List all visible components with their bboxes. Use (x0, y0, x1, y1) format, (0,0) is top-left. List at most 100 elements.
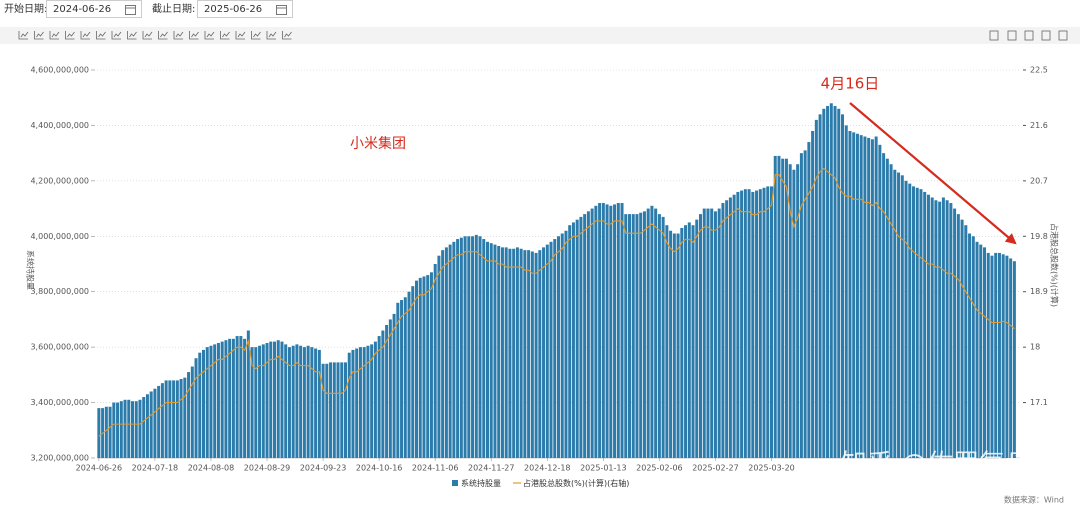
bar (684, 225, 688, 458)
y-tick-label: 3,200,000,000 (30, 454, 89, 463)
bar (228, 338, 232, 458)
bar (482, 239, 486, 458)
bar (362, 347, 366, 458)
bar (235, 336, 239, 458)
bar (336, 362, 340, 458)
bar (885, 158, 889, 458)
bar (878, 144, 882, 459)
bar (971, 236, 975, 458)
bar (123, 399, 127, 458)
end-date-input[interactable]: 2025-06-26 (197, 0, 293, 18)
bar (340, 362, 344, 458)
bar (728, 197, 732, 458)
bar (770, 186, 773, 458)
bar (803, 150, 807, 458)
bar (590, 208, 594, 458)
bar (448, 244, 452, 458)
bar (153, 388, 157, 458)
bar (138, 399, 142, 458)
legend-swatch (452, 480, 458, 486)
annotation: 小米集团 (350, 135, 406, 152)
bar (915, 187, 919, 459)
bar (202, 349, 205, 458)
bar (456, 239, 460, 458)
bar (642, 211, 646, 458)
legend-label: 占港股总股数(%)(计算)(右轴) (523, 478, 629, 488)
bar (261, 344, 265, 458)
bar (284, 344, 288, 458)
bar (706, 208, 710, 458)
toolbar-icons (18, 30, 1068, 41)
bar (459, 237, 463, 458)
bar (926, 194, 930, 458)
tool-icon (189, 31, 199, 40)
x-tick-label: 2024-06-26 (76, 464, 123, 473)
bar (904, 180, 908, 458)
bar (314, 348, 318, 458)
bar (224, 340, 228, 458)
bar (717, 208, 721, 458)
bar (463, 236, 467, 458)
bar (433, 264, 437, 458)
bar (743, 189, 747, 458)
bar (486, 241, 489, 458)
bar (269, 341, 273, 458)
tool-icon (1058, 30, 1068, 41)
bar (187, 372, 191, 458)
bar (179, 379, 183, 458)
bar (986, 252, 990, 458)
bar (239, 336, 243, 458)
bar (859, 135, 863, 458)
bar (400, 300, 404, 458)
bar (164, 380, 168, 458)
bar (157, 385, 161, 458)
bar (829, 103, 833, 458)
bar (131, 401, 134, 458)
x-tick-label: 2025-01-13 (580, 464, 627, 473)
bar (788, 164, 792, 458)
bar (370, 344, 374, 458)
bar (392, 313, 396, 458)
bar (889, 164, 893, 458)
bar (422, 276, 426, 458)
tool-icon (251, 31, 261, 40)
bar (246, 330, 250, 458)
bar (661, 216, 665, 458)
bar (837, 108, 841, 459)
bar (545, 244, 549, 458)
bar (758, 189, 762, 458)
y-tick-label: 4,000,000,000 (30, 232, 89, 241)
bar (291, 345, 295, 458)
bar (127, 399, 131, 458)
bar (609, 205, 613, 458)
bar (471, 236, 475, 458)
bar (112, 402, 116, 458)
bar (287, 347, 291, 458)
x-tick-label: 2024-11-06 (412, 464, 459, 473)
tool-icon (49, 31, 60, 40)
annotation-arrow (849, 102, 1017, 245)
bar (953, 208, 957, 458)
bar (713, 211, 717, 458)
legend-label: 系统持股量 (461, 478, 501, 488)
tool-icon (65, 31, 75, 40)
x-tick-label: 2024-08-29 (244, 464, 291, 473)
tool-icon (142, 31, 153, 40)
x-tick-label: 2024-07-18 (132, 464, 179, 473)
bar (594, 205, 598, 458)
bar (586, 211, 590, 458)
bar (654, 208, 658, 458)
y2-tick-label: 17.1 (1030, 398, 1048, 407)
bar (934, 200, 938, 458)
bar (601, 203, 605, 458)
bar (747, 189, 751, 458)
start-date-input[interactable]: 2024-06-26 (46, 0, 142, 18)
bar (725, 200, 729, 458)
bar (302, 347, 306, 458)
bar (773, 155, 777, 458)
watermark: 知乎 @佐罗复盘 (841, 450, 1031, 480)
bar (515, 247, 519, 458)
bar (243, 338, 247, 458)
bar (441, 250, 445, 458)
bar (1001, 254, 1005, 458)
